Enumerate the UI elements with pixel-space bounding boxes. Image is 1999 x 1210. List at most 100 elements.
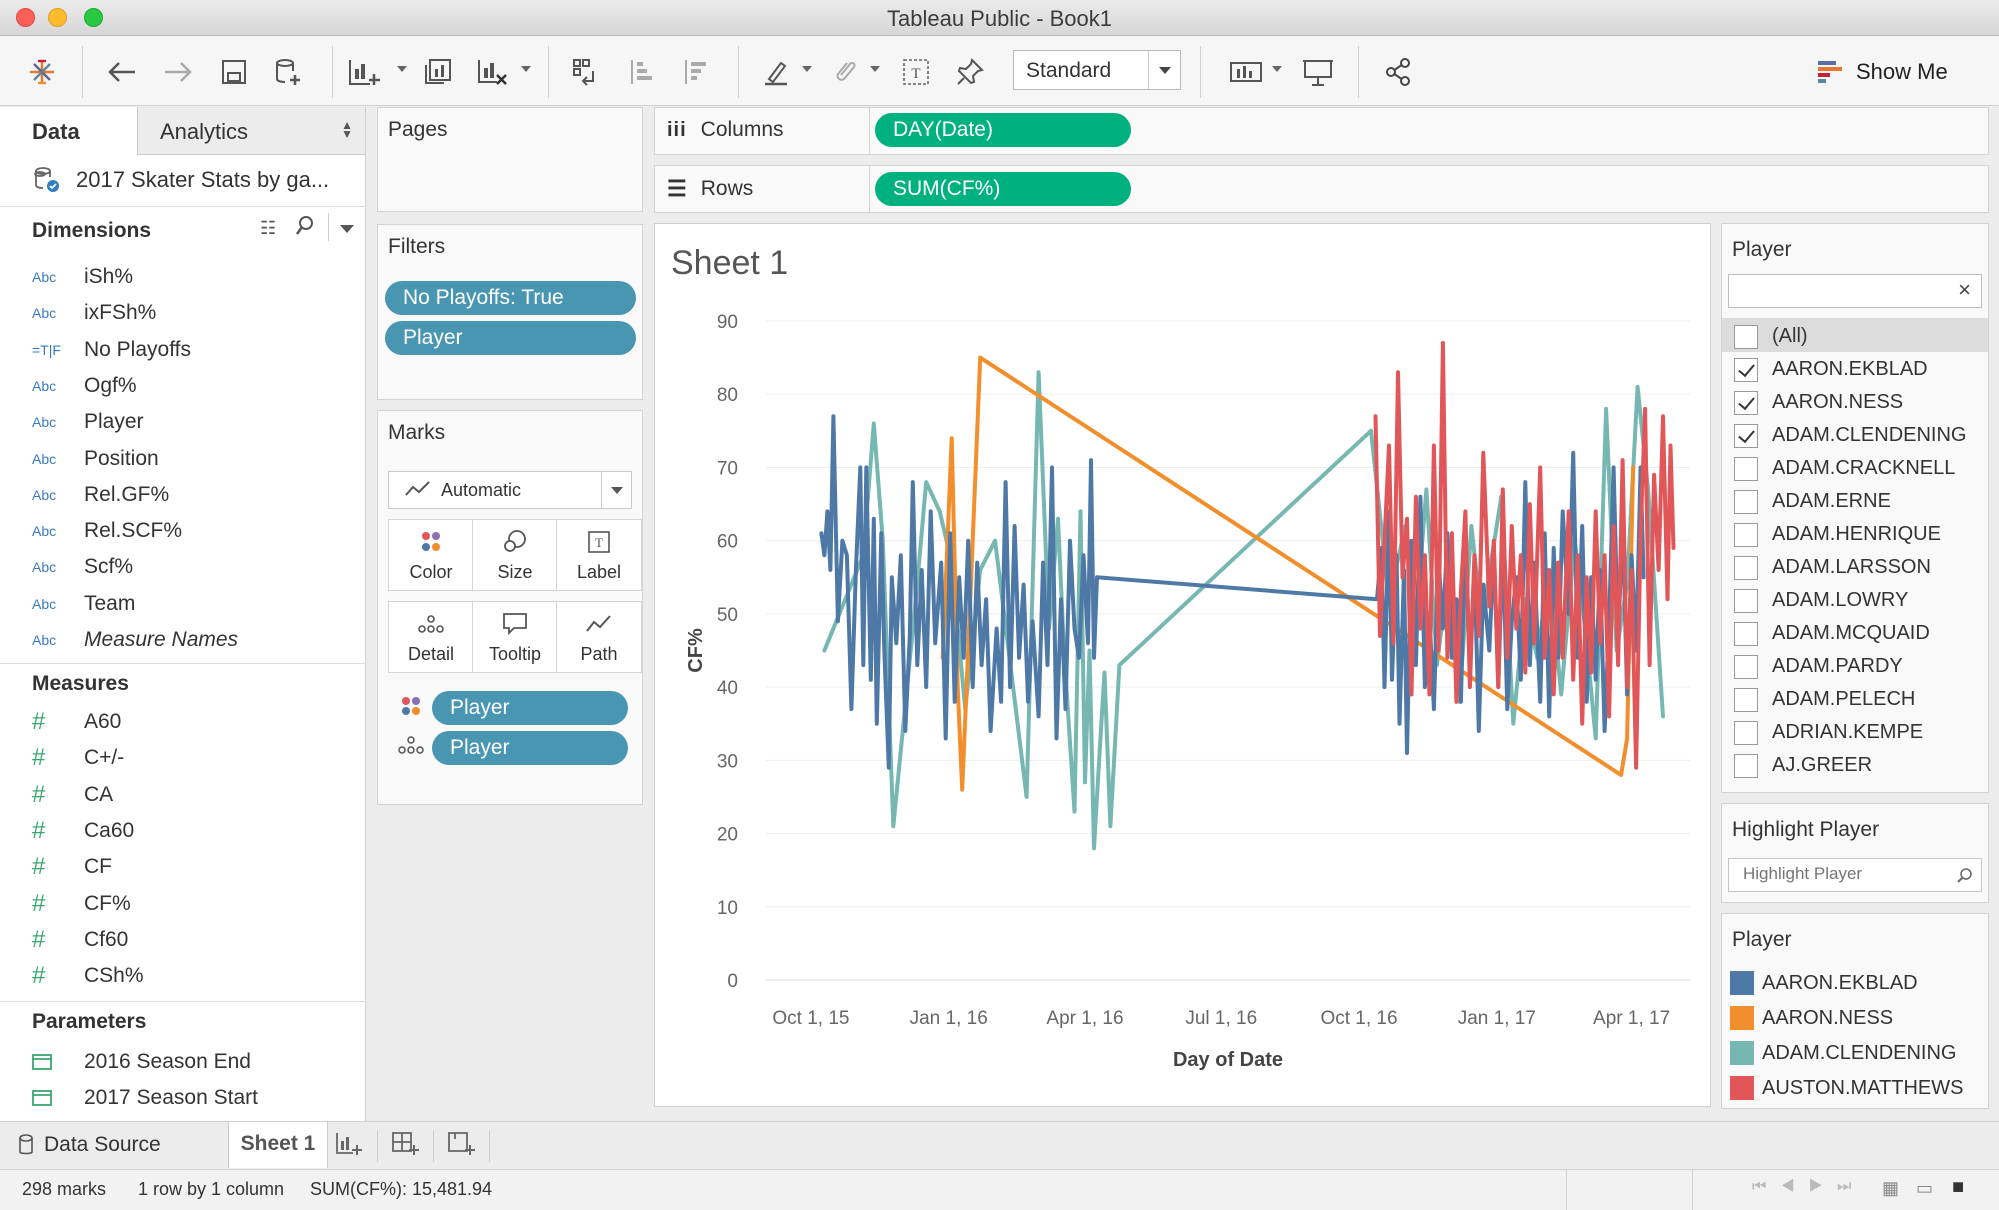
marks-color-player-pill[interactable]: Player — [432, 691, 628, 725]
checkbox[interactable] — [1734, 555, 1758, 580]
fit-select[interactable]: Standard — [1013, 50, 1181, 90]
sort-descending-icon[interactable] — [676, 52, 716, 92]
legend-item[interactable]: ADAM.CLENDENING — [1730, 1036, 1956, 1070]
filter-pill-player[interactable]: Player — [385, 321, 636, 355]
search-icon[interactable] — [295, 215, 315, 242]
path-button[interactable]: Path — [556, 601, 642, 673]
player-checkbox-item[interactable]: ADRIAN.KEMPE — [1734, 716, 1923, 749]
player-checkbox-item[interactable]: ADAM.MCQUAID — [1734, 617, 1930, 650]
checkbox[interactable] — [1734, 324, 1758, 349]
columns-pill-day-date[interactable]: DAY(Date) — [875, 113, 1131, 147]
clear-sheet-icon[interactable] — [472, 52, 512, 92]
show-cards-icon[interactable] — [1226, 52, 1266, 92]
dimension-field[interactable]: Abc ixFSh% — [32, 295, 156, 331]
measure-field[interactable]: # C+/- — [32, 740, 124, 776]
label-button[interactable]: T Label — [556, 519, 642, 591]
tab-analytics[interactable]: Analytics ▲ ▼ — [137, 107, 365, 155]
checkbox[interactable] — [1734, 621, 1758, 646]
chevron-down-icon[interactable] — [1148, 51, 1180, 89]
columns-shelf[interactable]: iii Columns DAY(Date) — [654, 107, 1989, 155]
dimensions-menu-icon[interactable] — [340, 225, 354, 233]
player-checkbox-item[interactable]: ADAM.CLENDENING — [1734, 419, 1966, 452]
checkbox[interactable] — [1734, 489, 1758, 514]
checkbox[interactable] — [1734, 357, 1758, 382]
group-icon[interactable] — [824, 52, 864, 92]
zoom-window-button[interactable] — [84, 8, 103, 27]
close-window-button[interactable] — [16, 8, 35, 27]
measure-field[interactable]: # Cf60 — [32, 922, 128, 958]
player-checkbox-item[interactable]: ADAM.LOWRY — [1734, 584, 1908, 617]
dimension-field[interactable]: Abc Team — [32, 586, 135, 622]
dimension-field[interactable]: Abc Rel.SCF% — [32, 513, 182, 549]
checkbox[interactable] — [1734, 588, 1758, 613]
measure-field[interactable]: # CF — [32, 849, 112, 885]
checkbox[interactable] — [1734, 522, 1758, 547]
sort-ascending-icon[interactable] — [622, 52, 662, 92]
page-navigation-icons[interactable]: ⏮◀▶⏭ — [1752, 1178, 1866, 1195]
label-icon[interactable]: T — [896, 52, 936, 92]
checkbox[interactable] — [1734, 390, 1758, 415]
series-line-auston-matthews[interactable] — [1373, 341, 1676, 770]
filter-pill-no-playoffs[interactable]: No Playoffs: True — [385, 281, 636, 315]
checkbox[interactable] — [1734, 687, 1758, 712]
pin-icon[interactable] — [950, 52, 990, 92]
datasource-item[interactable]: 2017 Skater Stats by ga... — [32, 165, 329, 195]
legend-item[interactable]: AUSTON.MATTHEWS — [1730, 1071, 1963, 1105]
tab-sheet-1[interactable]: Sheet 1 — [228, 1122, 328, 1168]
rows-shelf[interactable]: ☰ Rows SUM(CF%) — [654, 165, 1989, 213]
new-worksheet-tab-icon[interactable] — [334, 1130, 378, 1162]
forward-icon[interactable] — [158, 52, 198, 92]
player-checkbox-item[interactable]: ADAM.HENRIQUE — [1734, 518, 1941, 551]
marks-detail-player-pill[interactable]: Player — [432, 731, 628, 765]
new-story-tab-icon[interactable] — [446, 1130, 490, 1162]
player-search-input[interactable]: × — [1728, 274, 1982, 308]
duplicate-icon[interactable] — [418, 52, 458, 92]
player-checkbox-item[interactable]: ADAM.CRACKNELL — [1734, 452, 1955, 485]
share-icon[interactable] — [1378, 52, 1418, 92]
presentation-icon[interactable] — [1298, 52, 1338, 92]
new-datasource-icon[interactable] — [268, 52, 308, 92]
dimension-field[interactable]: Abc Player — [32, 404, 144, 440]
minimize-window-button[interactable] — [48, 8, 67, 27]
player-checkbox-item[interactable]: ADAM.LARSSON — [1734, 551, 1931, 584]
dimension-field[interactable]: Abc Scf% — [32, 549, 133, 585]
tabs-view-icon[interactable]: ■ — [1952, 1176, 1965, 1198]
series-line-aaron-ekblad[interactable] — [819, 414, 1646, 770]
player-checkbox-item[interactable]: ADAM.PARDY — [1734, 650, 1903, 683]
dimension-field[interactable]: Abc Rel.GF% — [32, 477, 169, 513]
list-view-icon[interactable]: ☷ — [260, 218, 277, 238]
back-icon[interactable] — [102, 52, 142, 92]
grid-view-icon[interactable]: ▦ — [1882, 1178, 1900, 1198]
checkbox[interactable] — [1734, 456, 1758, 481]
legend-item[interactable]: AARON.EKBLAD — [1730, 966, 1918, 1000]
checkbox[interactable] — [1734, 654, 1758, 679]
legend-item[interactable]: AARON.NESS — [1730, 1001, 1893, 1035]
chevron-down-icon[interactable] — [601, 472, 631, 508]
parameter-field[interactable]: 2017 Season Start — [32, 1080, 258, 1116]
dimension-field[interactable]: Abc Measure Names — [32, 622, 238, 658]
swap-icon[interactable] — [566, 52, 606, 92]
show-me-button[interactable]: Show Me — [1818, 52, 1948, 92]
detail-button[interactable]: Detail — [388, 601, 474, 673]
tableau-logo-icon[interactable] — [22, 52, 62, 92]
highlight-player-field[interactable] — [1728, 858, 1982, 892]
close-icon[interactable]: × — [1958, 277, 1971, 302]
dimension-field[interactable]: =T|F No Playoffs — [32, 332, 191, 368]
new-dashboard-tab-icon[interactable] — [390, 1130, 434, 1162]
highlight-icon[interactable] — [756, 52, 796, 92]
measure-field[interactable]: # CA — [32, 777, 113, 813]
tab-data-source[interactable]: Data Source — [0, 1122, 220, 1168]
dimension-field[interactable]: Abc Ogf% — [32, 368, 137, 404]
player-checkbox-item[interactable]: ADAM.PELECH — [1734, 683, 1915, 716]
pages-card[interactable]: Pages — [377, 107, 643, 212]
rows-pill-sum-cf[interactable]: SUM(CF%) — [875, 172, 1131, 206]
highlight-player-input[interactable] — [1729, 859, 1939, 889]
measure-field[interactable]: # Ca60 — [32, 813, 134, 849]
line-chart[interactable]: 0 10 20 30 40 50 60 70 80 90 Oct 1, 15 Jan 1, 16 Apr… — [655, 224, 1710, 1106]
measure-field[interactable]: # A60 — [32, 704, 121, 740]
mark-type-select[interactable]: Automatic — [388, 471, 632, 509]
checkbox[interactable] — [1734, 720, 1758, 745]
filmstrip-view-icon[interactable]: ▭ — [1916, 1178, 1934, 1198]
player-checkbox-item[interactable]: AARON.NESS — [1734, 386, 1903, 419]
checkbox[interactable] — [1734, 423, 1758, 448]
